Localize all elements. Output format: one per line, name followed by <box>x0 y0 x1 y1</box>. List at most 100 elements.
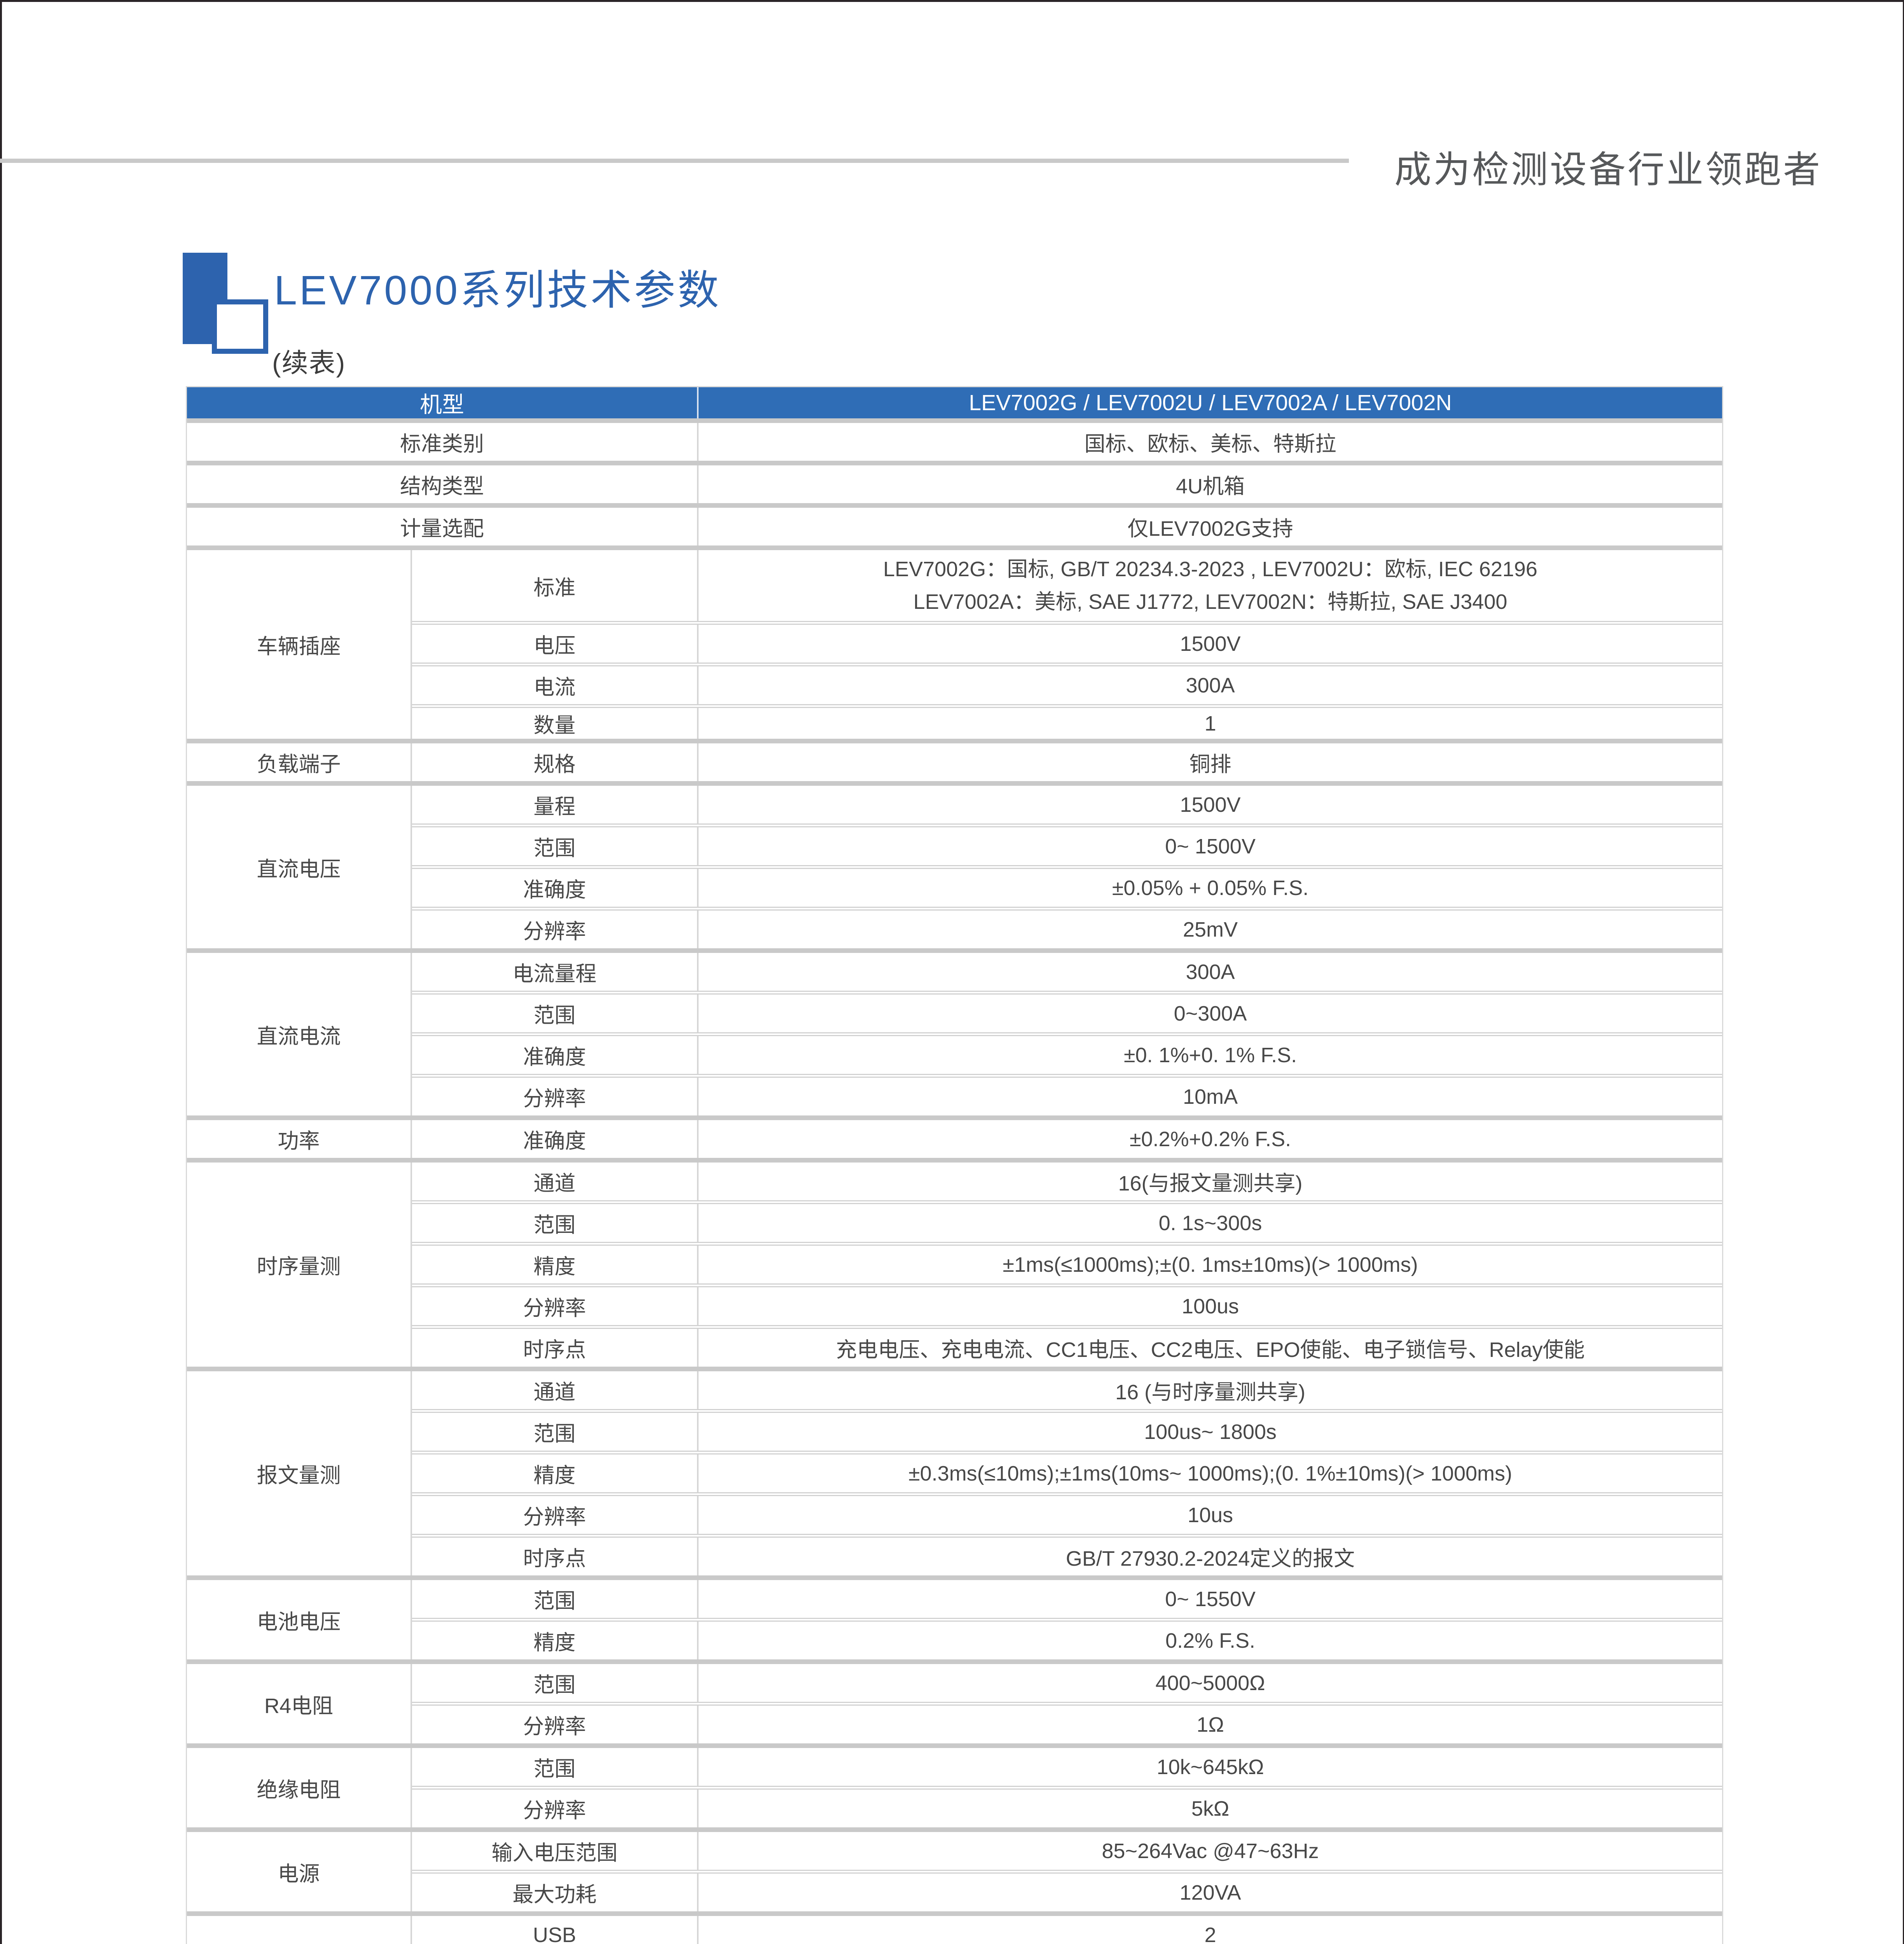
row-label: 分辨率 <box>412 1496 699 1534</box>
table-row: 标准类别 国标、欧标、美标、特斯拉 <box>187 423 1722 461</box>
row-label: 准确度 <box>412 1036 699 1074</box>
row-divider <box>412 704 1722 708</box>
row-value: 85~264Vac @47~63Hz <box>1102 1839 1319 1863</box>
row-value: ±0.05% + 0.05% F.S. <box>1112 876 1309 900</box>
table-row: 标准 LEV7002G：国标, GB/T 20234.3-2023 , LEV70… <box>412 550 1722 621</box>
table-row: 分辨率 1Ω <box>412 1706 1722 1743</box>
table-section: 负载端子 规格 铜排 <box>187 743 1722 781</box>
page-edge-left <box>0 0 2 1944</box>
row-value: 10us <box>1187 1503 1233 1527</box>
section-divider <box>187 1367 1722 1371</box>
page-title: LEV7000系列技术参数 <box>274 267 721 313</box>
table-row: USB 2 <box>412 1916 1722 1944</box>
section-rows: 范围 0~ 1550V 精度 0.2% F.S. <box>412 1580 1722 1659</box>
section-divider <box>187 461 1722 465</box>
row-divider <box>412 991 1722 995</box>
table-section: 绝缘电阻 范围 10k~645kΩ 分辨率 5kΩ <box>187 1748 1722 1827</box>
row-divider <box>412 621 1722 625</box>
row-value: LEV7002G：国标, GB/T 20234.3-2023 , LEV7002… <box>883 558 1537 614</box>
row-label: 范围 <box>412 1580 699 1618</box>
table-row: 精度 ±0.3ms(≤10ms);±1ms(10ms~ 1000ms);(0. 1… <box>412 1455 1722 1492</box>
row-value: 仅LEV7002G支持 <box>1127 517 1293 540</box>
row-label: 时序点 <box>412 1329 699 1367</box>
table-section: 报文量测 通道 16 (与时序量测共享) 范围 100us~ 1800s 精度 ±0.3ms… <box>187 1371 1722 1575</box>
section-rows: 通道 16 (与时序量测共享) 范围 100us~ 1800s 精度 ±0.3ms(≤10… <box>412 1371 1722 1575</box>
section-divider <box>187 1827 1722 1832</box>
row-value: 25mV <box>1183 918 1238 941</box>
row-divider <box>412 1242 1722 1246</box>
table-section: 电池电压 范围 0~ 1550V 精度 0.2% F.S. <box>187 1580 1722 1659</box>
table-row: 范围 0~300A <box>412 995 1722 1032</box>
table-row: 电流 300A <box>412 666 1722 704</box>
row-value: 120VA <box>1179 1881 1241 1904</box>
row-label: 标准 <box>412 550 699 621</box>
row-label: 电压 <box>412 625 699 663</box>
row-value: 16 (与时序量测共享) <box>1115 1381 1306 1404</box>
table-row: 范围 0. 1s~300s <box>412 1204 1722 1242</box>
table-row: 规格 铜排 <box>412 743 1722 781</box>
section-category: 电池电压 <box>187 1580 412 1659</box>
row-label: 通道 <box>412 1163 699 1200</box>
row-value: 0.2% F.S. <box>1165 1629 1256 1652</box>
row-label: 结构类型 <box>187 465 699 503</box>
row-label: 范围 <box>412 1748 699 1786</box>
table-row: 数量 1 <box>412 708 1722 739</box>
section-divider <box>187 418 1722 423</box>
section-category: 车辆插座 <box>187 550 412 739</box>
row-divider <box>412 1032 1722 1036</box>
row-label: 标准类别 <box>187 423 699 461</box>
table-row: 电流量程 300A <box>412 953 1722 991</box>
spec-table: 机型 LEV7002G / LEV7002U / LEV7002A / LEV7… <box>186 386 1723 1944</box>
table-row: 准确度 ±0.05% + 0.05% F.S. <box>412 869 1722 907</box>
section-divider <box>187 1659 1722 1664</box>
row-value: 0~ 1550V <box>1165 1587 1256 1611</box>
row-divider <box>412 823 1722 827</box>
table-row: 分辨率 25mV <box>412 911 1722 948</box>
row-divider <box>412 1283 1722 1287</box>
row-value: 100us~ 1800s <box>1144 1420 1277 1444</box>
table-row: 时序点 充电电压、充电电流、CC1电压、CC2电压、EPO使能、电子锁信号、Rel… <box>412 1329 1722 1367</box>
table-row: 准确度 ±0.2%+0.2% F.S. <box>412 1120 1722 1158</box>
section-rows: 准确度 ±0.2%+0.2% F.S. <box>412 1120 1722 1158</box>
row-value: 0~300A <box>1174 1002 1247 1025</box>
row-value: ±0.3ms(≤10ms);±1ms(10ms~ 1000ms);(0. 1%±… <box>908 1461 1512 1485</box>
row-value: 2 <box>1204 1923 1216 1944</box>
table-section: R4电阻 范围 400~5000Ω 分辨率 1Ω <box>187 1664 1722 1743</box>
row-label: 分辨率 <box>412 1078 699 1115</box>
table-row: 分辨率 5kΩ <box>412 1790 1722 1827</box>
section-divider <box>187 545 1722 550</box>
table-row: 计量选配 仅LEV7002G支持 <box>187 508 1722 545</box>
row-value: 1500V <box>1180 793 1241 816</box>
section-divider <box>187 781 1722 786</box>
table-section: 车辆插座 标准 LEV7002G：国标, GB/T 20234.3-2023 , L… <box>187 550 1722 739</box>
table-row: 输入电压范围 85~264Vac @47~63Hz <box>412 1832 1722 1870</box>
row-divider <box>412 1074 1722 1078</box>
row-value: 300A <box>1186 673 1235 697</box>
row-value: 国标、欧标、美标、特斯拉 <box>1084 432 1336 456</box>
table-row: 范围 0~ 1550V <box>412 1580 1722 1618</box>
row-value: 10mA <box>1183 1085 1238 1108</box>
row-label: 规格 <box>412 743 699 781</box>
section-category: R4电阻 <box>187 1664 412 1743</box>
section-category: 直流电压 <box>187 786 412 948</box>
section-category: 外设接口 <box>187 1916 412 1944</box>
row-label: 精度 <box>412 1246 699 1283</box>
table-section: 功率 准确度 ±0.2%+0.2% F.S. <box>187 1120 1722 1158</box>
row-value: 16(与报文量测共享) <box>1118 1172 1303 1195</box>
section-category: 报文量测 <box>187 1371 412 1575</box>
row-divider <box>412 1409 1722 1413</box>
table-section: 直流电流 电流量程 300A 范围 0~300A 准确度 ±0. 1%+0. 1% F.S.… <box>187 953 1722 1115</box>
row-label: 电流 <box>412 666 699 704</box>
table-header-model-label: 机型 <box>187 387 699 418</box>
section-rows: 范围 10k~645kΩ 分辨率 5kΩ <box>412 1748 1722 1827</box>
row-value: 充电电压、充电电流、CC1电压、CC2电压、EPO使能、电子锁信号、Relay使… <box>836 1338 1585 1362</box>
section-divider <box>187 1575 1722 1580</box>
section-divider <box>187 503 1722 508</box>
row-divider <box>412 907 1722 911</box>
section-category: 直流电流 <box>187 953 412 1115</box>
row-divider <box>412 1492 1722 1496</box>
row-divider <box>412 1534 1722 1538</box>
section-category: 功率 <box>187 1120 412 1158</box>
section-divider <box>187 1115 1722 1120</box>
table-section: 电源 输入电压范围 85~264Vac @47~63Hz 最大功耗 120VA <box>187 1832 1722 1911</box>
